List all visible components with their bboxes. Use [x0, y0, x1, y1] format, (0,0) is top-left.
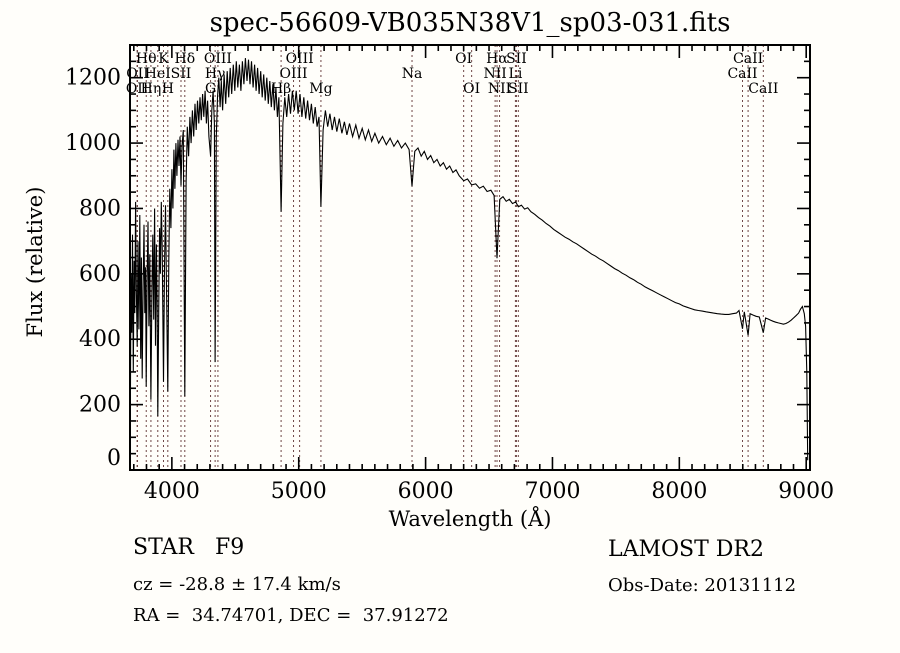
spectral-line-label: H — [162, 81, 174, 97]
y-tick-label: 1200 — [65, 66, 121, 91]
y-tick-label: 400 — [79, 327, 121, 352]
spectral-line-label: OIII — [279, 66, 307, 82]
spectrum-line — [129, 58, 809, 461]
figure-title: spec-56609-VB035N38V1_sp03-031.fits — [210, 8, 731, 38]
survey-text: LAMOST DR2 — [608, 537, 764, 562]
spectral-line-label: Mg — [309, 81, 332, 97]
spectral-line-label: G — [205, 81, 216, 97]
x-tick-label: 6000 — [398, 479, 454, 504]
spectral-line-label: OII — [126, 81, 149, 97]
spectral-line-label: CaII — [727, 66, 757, 82]
spectral-line-label: Li — [509, 66, 523, 82]
x-tick-label: 7000 — [524, 479, 580, 504]
axis-box — [129, 44, 811, 471]
y-tick-label: 600 — [79, 262, 121, 287]
spectral-line-label: CaII — [748, 81, 778, 97]
spectral-line-label: OIII — [286, 51, 314, 67]
spectral-line-label: SII — [506, 51, 527, 67]
spectral-line-label: Na — [402, 66, 423, 82]
y-tick-label: 200 — [79, 393, 121, 418]
spectral-line-label: SII — [508, 81, 529, 97]
obsdate-text: Obs-Date: 20131112 — [608, 575, 796, 596]
spectral-line-label: Hη — [141, 81, 162, 97]
x-tick-label: 8000 — [651, 479, 707, 504]
spectral-line-label: CaII — [733, 51, 763, 67]
spectral-line-label: OI — [455, 51, 472, 67]
spectral-line-label: NII — [488, 81, 511, 97]
y-tick-label: 1000 — [65, 131, 121, 156]
x-tick-label: 9000 — [778, 479, 834, 504]
spectral-line-label: Hδ — [174, 51, 195, 67]
x-tick-label: 5000 — [271, 479, 327, 504]
spectral-line-label: HeI — [145, 66, 171, 82]
plot-area: OIIOIIHθHηHeIKHSIIHδGHγOIIIHβOIIIOIIIMgN… — [65, 44, 834, 504]
spectral-line-label: OIII — [204, 51, 232, 67]
star-class-text: STAR F9 — [133, 535, 244, 560]
spectral-line-label: NII — [483, 66, 506, 82]
spectral-line-label: Hγ — [205, 66, 226, 82]
y-tick-label: 0 — [107, 446, 121, 471]
y-axis-label: Flux (relative) — [23, 187, 47, 338]
spectral-line-label: SII — [171, 66, 192, 82]
x-axis-label: Wavelength (Å) — [389, 506, 552, 531]
spectral-line-label: Hα — [486, 51, 508, 67]
y-tick-label: 800 — [79, 196, 121, 221]
spectral-line-label: K — [158, 51, 169, 67]
cz-text: cz = -28.8 ± 17.4 km/s — [133, 574, 341, 595]
spectral-line-label: OI — [463, 81, 480, 97]
spectral-line-label: Hθ — [136, 51, 157, 67]
x-tick-label: 4000 — [144, 479, 200, 504]
radec-text: RA = 34.74701, DEC = 37.91272 — [133, 605, 449, 626]
